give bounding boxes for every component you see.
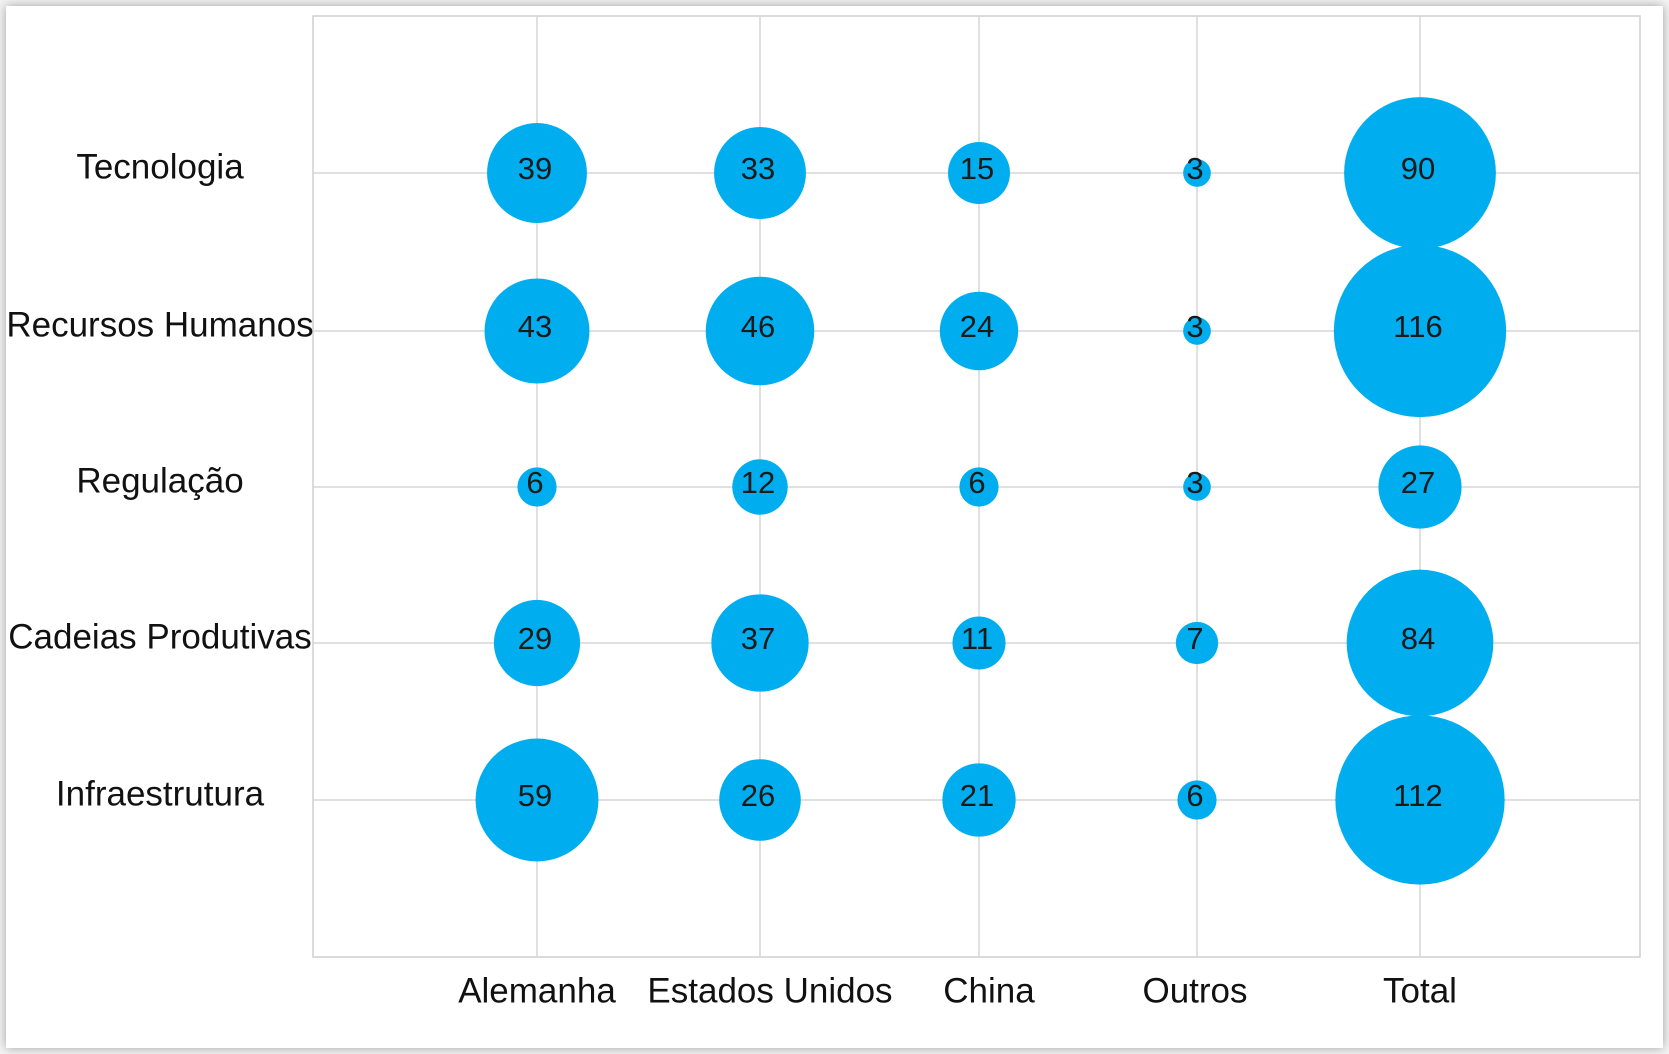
bubble-recursos-humanos-estados-unidos — [705, 276, 815, 386]
bubble-value-regulacao-china: 6 — [968, 465, 985, 500]
bubble-value-infraestrutura-outros: 6 — [1186, 778, 1203, 813]
column-label-estados-unidos: Estados Unidos — [647, 971, 892, 1010]
bubble-value-tecnologia-total: 90 — [1401, 151, 1435, 186]
bubble-infraestrutura-china — [942, 763, 1016, 837]
bubble-value-tecnologia-estados-unidos: 33 — [741, 151, 775, 186]
bubble-regulacao-outros — [1183, 473, 1211, 501]
row-label-cadeias-produtivas: Cadeias Produtivas — [8, 617, 312, 656]
bubble-infraestrutura-outros — [1177, 780, 1217, 820]
bubble-tecnologia-total — [1344, 97, 1496, 249]
bubble-regulacao-china — [959, 467, 999, 507]
bubble-infraestrutura-total — [1335, 715, 1505, 885]
bubble-value-recursos-humanos-estados-unidos: 46 — [741, 309, 775, 344]
column-label-china: China — [943, 971, 1035, 1010]
bubble-cadeias-produtivas-china — [952, 616, 1006, 670]
bubble-value-cadeias-produtivas-alemanha: 29 — [518, 621, 552, 656]
bubble-regulacao-alemanha — [517, 467, 557, 507]
bubble-value-recursos-humanos-alemanha: 43 — [518, 309, 552, 344]
bubble-regulacao-total — [1378, 445, 1462, 529]
bubble-recursos-humanos-china — [939, 291, 1019, 371]
bubble-tecnologia-outros — [1183, 159, 1211, 187]
bubble-value-regulacao-outros: 3 — [1186, 465, 1203, 500]
column-label-alemanha: Alemanha — [458, 971, 616, 1010]
bubble-value-infraestrutura-estados-unidos: 26 — [741, 778, 775, 813]
bubble-cadeias-produtivas-alemanha — [493, 599, 581, 687]
bubble-value-cadeias-produtivas-outros: 7 — [1186, 621, 1203, 656]
bubble-value-cadeias-produtivas-estados-unidos: 37 — [741, 621, 775, 656]
row-label-infraestrutura: Infraestrutura — [56, 774, 265, 813]
bubble-value-cadeias-produtivas-china: 11 — [961, 621, 993, 656]
bubble-recursos-humanos-total — [1333, 244, 1507, 418]
bubble-value-recursos-humanos-outros: 3 — [1186, 309, 1203, 344]
bubble-cadeias-produtivas-total — [1346, 569, 1494, 717]
bubble-infraestrutura-estados-unidos — [719, 759, 801, 841]
row-label-recursos-humanos: Recursos Humanos — [6, 305, 313, 344]
bubble-cadeias-produtivas-outros — [1175, 621, 1219, 665]
bubble-regulacao-estados-unidos — [732, 459, 788, 515]
bubble-value-tecnologia-outros: 3 — [1186, 151, 1203, 186]
bubble-value-infraestrutura-alemanha: 59 — [518, 778, 552, 813]
bubble-value-infraestrutura-china: 21 — [960, 778, 994, 813]
bubble-value-regulacao-total: 27 — [1401, 465, 1435, 500]
bubble-recursos-humanos-alemanha — [484, 278, 590, 384]
bubble-value-tecnologia-alemanha: 39 — [518, 151, 552, 186]
bubble-value-recursos-humanos-total: 116 — [1393, 309, 1442, 344]
bubble-value-cadeias-produtivas-total: 84 — [1401, 621, 1435, 656]
bubble-value-recursos-humanos-china: 24 — [960, 309, 994, 344]
row-label-regulacao: Regulação — [76, 461, 243, 500]
column-label-outros: Outros — [1142, 971, 1247, 1010]
bubble-value-tecnologia-china: 15 — [960, 151, 994, 186]
row-label-tecnologia: Tecnologia — [76, 147, 244, 186]
bubble-value-infraestrutura-total: 112 — [1393, 778, 1442, 813]
bubble-tecnologia-estados-unidos — [714, 127, 806, 219]
bubble-value-regulacao-alemanha: 6 — [526, 465, 543, 500]
bubble-chart: Tecnologia Recursos Humanos Regulação Cadei… — [6, 15, 1641, 1010]
bubble-value-regulacao-estados-unidos: 12 — [741, 465, 775, 500]
bubble-infraestrutura-alemanha — [475, 738, 599, 862]
chart-panel: Tecnologia Recursos Humanos Regulação Cadei… — [6, 6, 1663, 1048]
bubble-recursos-humanos-outros — [1183, 317, 1211, 345]
bubble-tecnologia-china — [948, 142, 1010, 204]
column-label-total: Total — [1383, 971, 1457, 1010]
bubble-tecnologia-alemanha — [487, 123, 587, 223]
bubble-cadeias-produtivas-estados-unidos — [711, 594, 809, 692]
